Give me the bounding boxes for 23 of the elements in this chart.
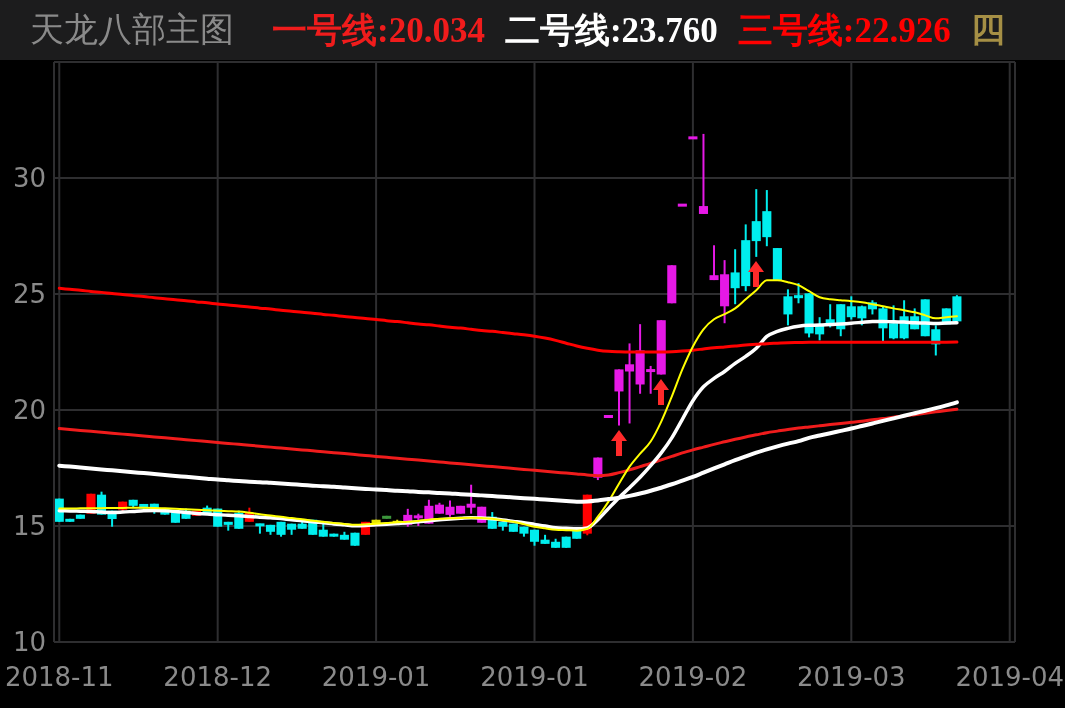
x-tick-label: 2019-01: [321, 662, 431, 693]
y-tick-label: 25: [12, 279, 46, 310]
line-series: [57, 286, 959, 354]
y-tick-label: 30: [12, 163, 46, 194]
chart-title: 天龙八部主图: [30, 8, 234, 51]
x-tick-label: 2019-01: [480, 662, 589, 693]
text: 二号线:23.760: [504, 9, 718, 52]
y-tick-label: 20: [12, 395, 46, 426]
y-tick-label: 10: [12, 627, 46, 658]
candlestick: [783, 288, 793, 327]
x-tick-label: 2019-04: [955, 662, 1065, 693]
text: 四: [970, 8, 1005, 51]
x-tick-label: 2018-11: [4, 662, 114, 693]
x-tick-label: 2019-02: [638, 662, 748, 693]
candlestick: [698, 132, 709, 215]
y-tick-label: 15: [12, 511, 46, 542]
x-tick-label: 2018-12: [163, 662, 273, 693]
x-tick-label: 2019-03: [796, 662, 906, 693]
text: 三号线:22.926: [737, 9, 951, 52]
line-series: [58, 279, 958, 532]
text: 一号线:20.034: [272, 9, 485, 52]
line-series: [57, 407, 959, 478]
candlestick: [793, 282, 804, 305]
